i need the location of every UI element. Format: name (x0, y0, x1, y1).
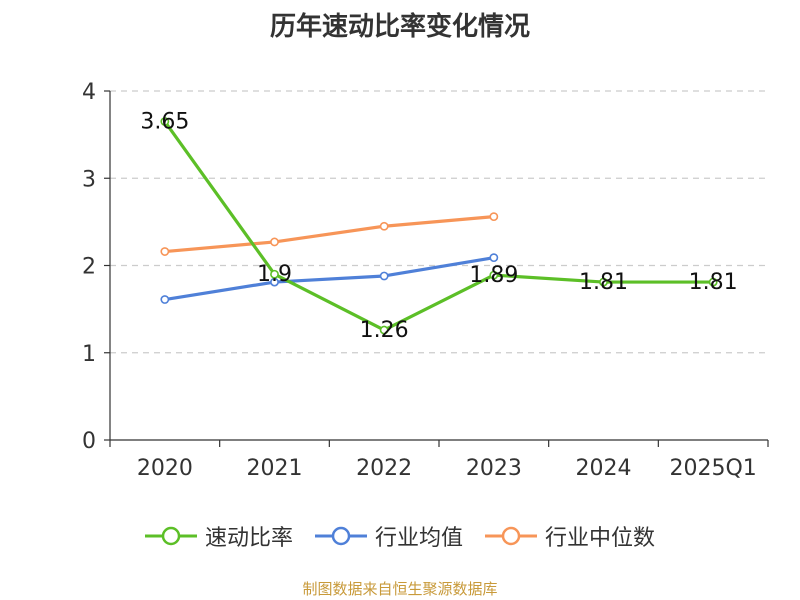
y-tick-label: 3 (82, 167, 96, 192)
data-point (489, 253, 499, 263)
data-label: 1.81 (689, 270, 738, 295)
data-point (489, 270, 499, 280)
y-tick-label: 4 (82, 80, 96, 105)
series-lines (160, 117, 718, 335)
legend-label: 行业均值 (374, 526, 463, 551)
series-line (164, 215, 494, 254)
x-tick-label: 2021 (247, 456, 303, 481)
data-point (599, 277, 608, 287)
legend-line-icon (144, 526, 197, 546)
data-label: 1.26 (360, 318, 409, 343)
y-tick-label: 2 (82, 255, 96, 280)
series-line (164, 256, 495, 302)
data-point (489, 212, 499, 222)
data-point (379, 325, 389, 335)
data-labels: 3.65 1.9 1.26 1.89 1.81 1.81 (140, 110, 737, 344)
x-tick-label: 2024 (576, 456, 632, 481)
source-note: 制图数据来自恒生聚源数据库 (302, 580, 498, 598)
data-label: 1.9 (257, 262, 292, 287)
legend-line-icon (485, 526, 537, 546)
data-label: 1.89 (469, 263, 518, 288)
data-point (379, 271, 389, 281)
legend-label: 行业中位数 (545, 526, 656, 551)
legend-marker (331, 526, 351, 546)
data-label: 1.81 (579, 270, 628, 295)
axes: 0 1 2 3 4 2020 2021 2022 2023 2024 2025Q1 (82, 80, 769, 481)
data-point (708, 277, 718, 287)
legend-marker (501, 526, 521, 546)
data-point (270, 237, 279, 247)
y-tick-label: 0 (82, 429, 96, 454)
data-point (379, 221, 389, 231)
legend-marker (161, 526, 181, 546)
legend-item[interactable]: 速动比率 (144, 520, 293, 552)
chart-title: 历年速动比率变化情况 (269, 12, 530, 42)
legend-label: 速动比率 (204, 526, 293, 551)
data-point (160, 117, 170, 126)
data-label: 3.65 (140, 110, 189, 135)
x-tick-label: 2022 (356, 456, 412, 481)
series-line (163, 120, 714, 332)
x-tick-label: 2025Q1 (670, 456, 757, 481)
y-tick-label: 1 (82, 342, 96, 367)
legend-item[interactable]: 行业中位数 (485, 520, 655, 552)
legend-item[interactable]: 行业均值 (314, 520, 463, 552)
x-tick-label: 2023 (466, 456, 522, 481)
legend-line-icon (314, 526, 367, 546)
data-point (160, 247, 170, 256)
data-point (160, 295, 170, 304)
x-tick-label: 2020 (137, 456, 193, 481)
legend: 速动比率 行业均值 行业中位数 (0, 520, 800, 552)
data-point (270, 269, 279, 279)
